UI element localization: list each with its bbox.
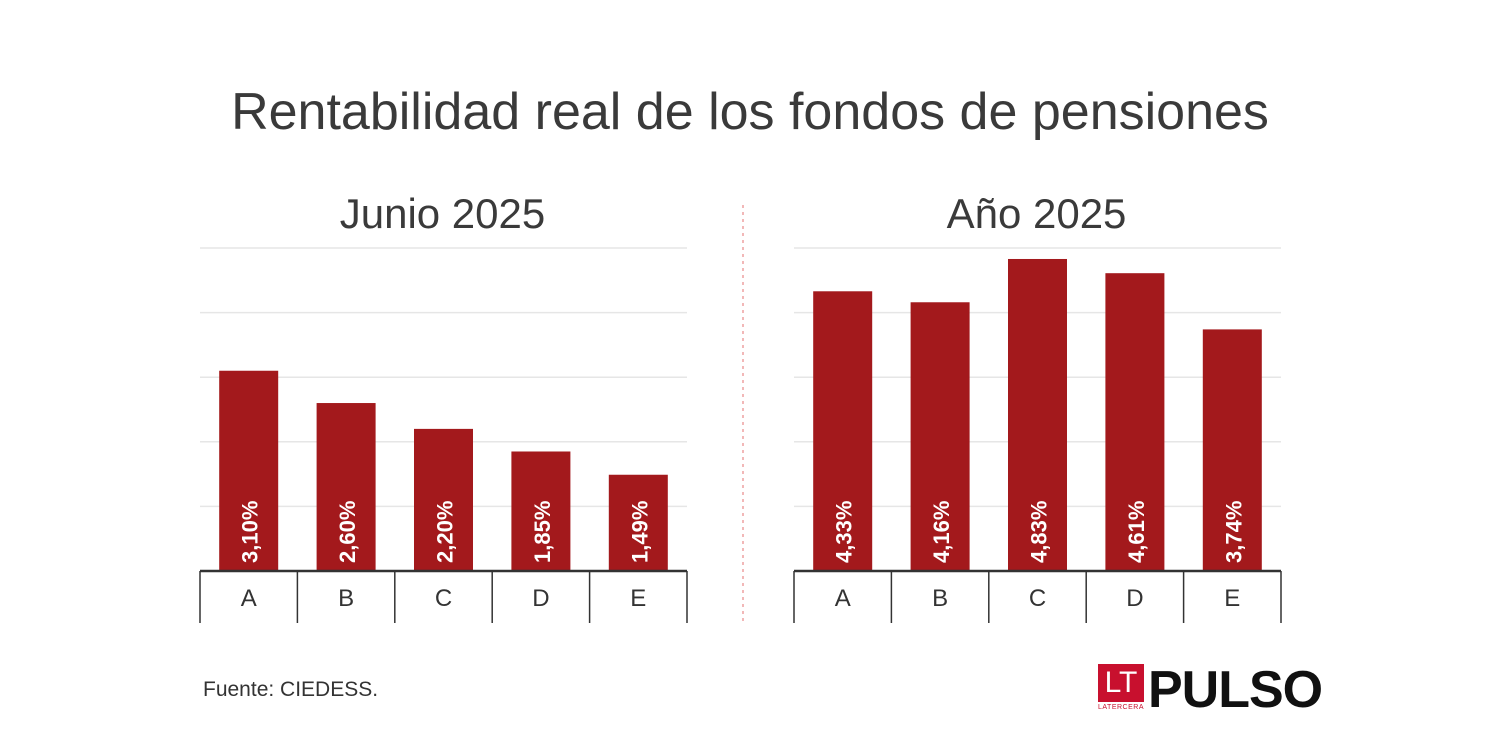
tick-label-junio-D: D <box>532 585 549 612</box>
data-label-junio-B: 2,60% <box>335 501 360 563</box>
data-label-anio-C: 4,83% <box>1027 501 1052 563</box>
data-label-anio-D: 4,61% <box>1124 501 1149 563</box>
tick-label-anio-B: B <box>932 585 948 612</box>
pulso-wordmark: PULSO <box>1148 661 1323 719</box>
data-label-anio-B: 4,16% <box>929 501 954 563</box>
page-title: Rentabilidad real de los fondos de pensi… <box>231 83 1269 141</box>
tick-label-anio-E: E <box>1224 585 1240 612</box>
lt-mark: LT <box>1098 664 1144 702</box>
tick-label-anio-D: D <box>1126 585 1143 612</box>
data-label-anio-A: 4,33% <box>832 501 857 563</box>
bar-anio-A <box>813 291 873 571</box>
tick-label-anio-C: C <box>1029 585 1046 612</box>
bar-junio-E <box>608 474 668 571</box>
source-note: Fuente: CIEDESS. <box>203 678 379 701</box>
tick-label-junio-C: C <box>435 585 452 612</box>
bar-anio-C <box>1008 258 1067 571</box>
bar-junio-C <box>414 428 473 571</box>
data-label-anio-E: 3,74% <box>1221 501 1246 563</box>
bar-junio-D <box>511 451 571 571</box>
tick-label-junio-E: E <box>630 585 646 612</box>
bar-junio-A <box>219 370 279 571</box>
chart-title-junio: Junio 2025 <box>339 190 546 237</box>
lt-wordmark: LATERCERA <box>1098 704 1144 711</box>
data-label-junio-E: 1,49% <box>627 501 652 563</box>
tick-label-junio-B: B <box>338 585 354 612</box>
latercera-logo: LT LATERCERA <box>1098 664 1144 716</box>
tick-label-anio-A: A <box>835 585 851 612</box>
bar-anio-E <box>1202 329 1262 571</box>
bar-anio-D <box>1105 273 1165 571</box>
publisher-logo: LT LATERCERA PULSO <box>1098 661 1323 719</box>
chart-title-anio: Año 2025 <box>946 190 1127 237</box>
data-label-junio-A: 3,10% <box>238 501 263 563</box>
data-label-junio-D: 1,85% <box>530 501 555 563</box>
bar-anio-B <box>910 302 970 571</box>
data-label-junio-C: 2,20% <box>433 501 458 563</box>
tick-label-junio-A: A <box>241 585 257 612</box>
bar-junio-B <box>316 403 376 571</box>
